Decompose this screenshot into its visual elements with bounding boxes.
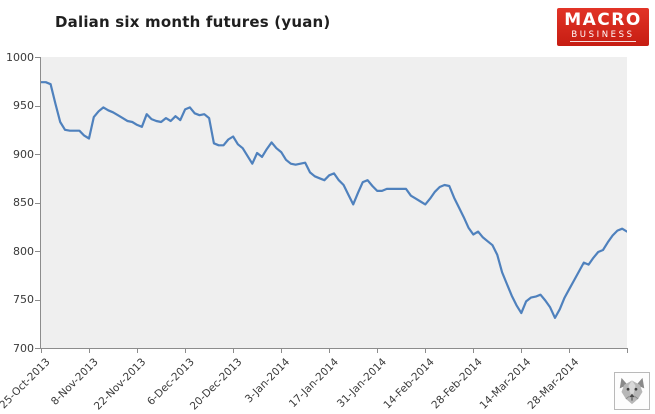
x-axis-label: 14-Mar-2014 xyxy=(477,356,533,412)
y-tick xyxy=(35,251,40,252)
y-axis-label: 900 xyxy=(13,147,34,161)
y-axis-line xyxy=(40,57,41,349)
y-axis-label: 700 xyxy=(13,341,34,355)
x-tick xyxy=(185,349,187,353)
y-tick xyxy=(35,202,40,204)
x-axis-label: 6-Dec-2013 xyxy=(144,356,197,408)
y-axis-label: 950 xyxy=(13,99,34,112)
y-tick xyxy=(35,57,40,58)
x-axis-label: 14-Feb-2014 xyxy=(381,356,437,412)
y-tick xyxy=(35,154,40,155)
x-tick xyxy=(521,349,523,353)
y-tick xyxy=(35,348,40,349)
x-tick xyxy=(281,349,283,353)
x-axis-label: 8-Nov-2013 xyxy=(48,356,101,408)
logo-text-macro: MACRO xyxy=(564,9,642,30)
x-tick xyxy=(473,349,475,353)
x-tick xyxy=(425,349,427,353)
chart-title: Dalian six month futures (yuan) xyxy=(55,13,331,31)
logo-text-business: BUSINESS xyxy=(570,31,636,43)
x-tick xyxy=(137,349,139,353)
x-axis-label: 25-Oct-2013 xyxy=(0,356,53,412)
x-tick xyxy=(89,349,91,353)
y-tick xyxy=(35,105,40,107)
y-tick xyxy=(35,299,40,301)
x-axis-line xyxy=(40,348,628,349)
futures-price-line xyxy=(41,81,627,319)
y-axis-label: 800 xyxy=(13,244,34,258)
x-tick-endcap xyxy=(627,349,628,353)
x-tick xyxy=(233,349,235,353)
x-axis-label: 3-Jan-2014 xyxy=(243,356,293,406)
x-axis-label: 28-Mar-2014 xyxy=(525,356,581,412)
x-axis-label: 17-Jan-2014 xyxy=(286,356,341,411)
x-tick xyxy=(329,349,331,353)
x-tick xyxy=(41,349,42,353)
x-tick xyxy=(569,349,571,353)
x-tick xyxy=(377,349,379,353)
y-axis-label: 850 xyxy=(13,196,34,209)
y-axis-label: 750 xyxy=(13,293,34,306)
wolf-logo-box xyxy=(614,372,650,410)
y-axis-label: 1000 xyxy=(6,50,34,64)
macrobusiness-logo: MACRO BUSINESS xyxy=(557,8,649,46)
wolf-face-icon xyxy=(619,377,645,405)
price-line-series xyxy=(41,81,627,319)
